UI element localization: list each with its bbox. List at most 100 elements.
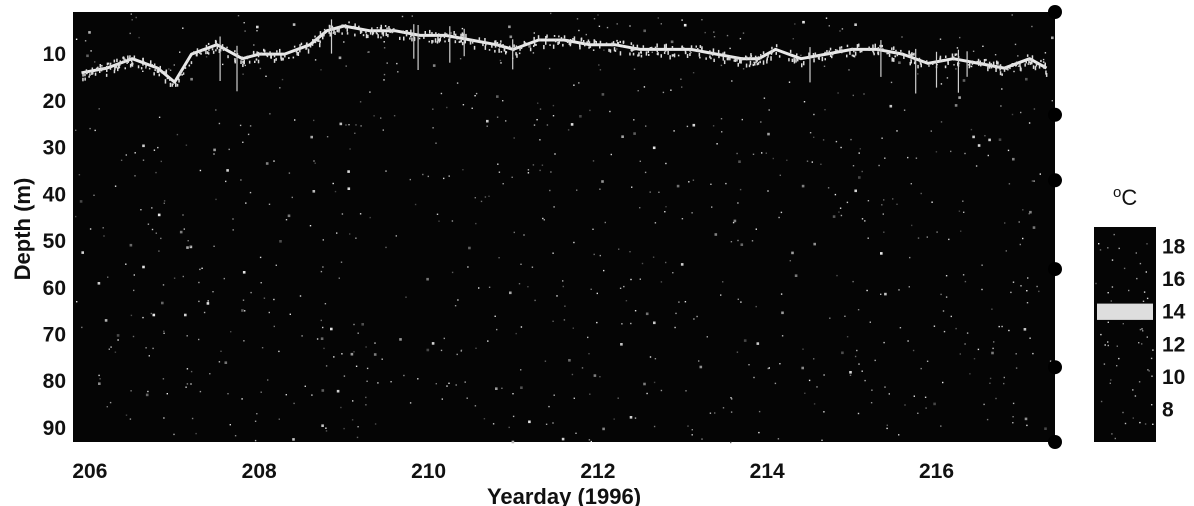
noise-speckle xyxy=(1027,277,1029,279)
noise-speckle xyxy=(813,113,815,116)
noise-speckle xyxy=(311,394,313,396)
noise-speckle xyxy=(629,25,631,27)
isotherm-fuzz-dot xyxy=(859,50,861,53)
isotherm-fuzz-dot xyxy=(770,51,773,55)
isotherm-fuzz-dot xyxy=(908,50,910,55)
noise-speckle xyxy=(462,169,464,171)
noise-speckle xyxy=(714,412,716,414)
noise-speckle xyxy=(184,313,187,317)
noise-speckle xyxy=(964,280,967,283)
isotherm-fuzz-dot xyxy=(423,34,425,39)
noise-speckle xyxy=(244,64,246,67)
noise-speckle xyxy=(518,283,521,285)
colorbar-speckle-dot xyxy=(1139,421,1141,424)
noise-speckle xyxy=(991,308,993,310)
colorbar-speckle-dot xyxy=(1116,345,1118,347)
noise-speckle xyxy=(265,75,267,77)
isotherm-fuzz-dot xyxy=(109,64,112,69)
noise-speckle xyxy=(1007,149,1010,152)
noise-speckle xyxy=(511,176,513,178)
noise-speckle xyxy=(1005,250,1007,252)
isotherm-fuzz-dot xyxy=(608,48,610,52)
isotherm-fuzz-dot xyxy=(323,28,326,31)
isotherm-fuzz-dot xyxy=(461,42,464,46)
sensor-marker xyxy=(1048,5,1062,19)
noise-speckle xyxy=(176,133,179,136)
isotherm-fuzz-dot xyxy=(402,30,404,34)
noise-speckle xyxy=(736,351,739,353)
isotherm-fuzz-dot xyxy=(539,39,541,42)
noise-speckle xyxy=(593,18,596,20)
isotherm-fuzz-dot xyxy=(1042,61,1045,63)
noise-speckle xyxy=(609,110,611,113)
isotherm-fuzz-dot xyxy=(634,47,636,51)
noise-speckle xyxy=(242,299,245,301)
noise-speckle xyxy=(195,432,197,435)
isotherm-fuzz-dot xyxy=(682,47,685,49)
isotherm-fuzz-dot xyxy=(1038,64,1041,69)
colorbar-speckle-dot xyxy=(1110,300,1112,302)
colorbar-speckle-dot xyxy=(1136,277,1138,280)
noise-speckle xyxy=(116,334,120,337)
noise-speckle xyxy=(520,326,523,328)
isotherm-fuzz-dot xyxy=(739,59,742,64)
isotherm-fuzz-dot xyxy=(684,52,687,55)
isotherm-fuzz-dot xyxy=(985,58,987,61)
noise-speckle xyxy=(129,243,133,247)
isotherm-fuzz-dot xyxy=(205,50,207,55)
noise-speckle xyxy=(562,280,564,282)
isotherm-fuzz-dot xyxy=(824,58,826,61)
isotherm-fuzz-dot xyxy=(1044,62,1046,68)
isotherm-fuzz-dot xyxy=(82,72,84,77)
noise-speckle xyxy=(977,144,981,147)
noise-speckle xyxy=(456,82,459,84)
isotherm-fuzz-dot xyxy=(795,58,797,63)
noise-speckle xyxy=(1029,210,1032,214)
isotherm-fuzz-dot xyxy=(686,54,689,58)
isotherm-fuzz-dot xyxy=(153,72,155,76)
isotherm-fuzz-dot xyxy=(942,59,944,62)
noise-speckle xyxy=(163,417,165,419)
isotherm-fuzz-dot xyxy=(148,67,151,70)
isotherm-fuzz-dot xyxy=(341,32,343,35)
noise-speckle xyxy=(520,263,522,265)
isotherm-fuzz-dot xyxy=(877,51,879,55)
noise-speckle xyxy=(81,251,84,254)
isotherm-fuzz-dot xyxy=(346,32,349,35)
isotherm-fuzz-dot xyxy=(445,33,448,37)
noise-speckle xyxy=(285,219,288,221)
noise-speckle xyxy=(857,412,860,415)
noise-speckle xyxy=(730,397,732,399)
noise-speckle xyxy=(714,233,718,236)
noise-speckle xyxy=(241,309,244,312)
isotherm-fuzz-dot xyxy=(609,49,612,53)
plot-area xyxy=(73,5,1062,449)
isotherm-fuzz-dot xyxy=(560,37,563,41)
noise-speckle xyxy=(858,152,860,154)
noise-speckle xyxy=(495,387,498,390)
isotherm-fuzz-dot xyxy=(256,51,258,54)
isotherm-fuzz-dot xyxy=(637,54,639,57)
noise-speckle xyxy=(660,389,663,392)
noise-speckle xyxy=(840,214,843,217)
isotherm-fuzz-dot xyxy=(766,57,768,61)
isotherm-fuzz-dot xyxy=(887,51,890,55)
isotherm-fuzz-dot xyxy=(418,37,421,40)
noise-speckle xyxy=(994,54,997,56)
isotherm-fuzz-dot xyxy=(723,60,726,65)
noise-speckle xyxy=(898,434,900,436)
isotherm-fuzz-dot xyxy=(968,63,971,68)
y-tick-label: 90 xyxy=(43,417,66,440)
isotherm-fuzz-dot xyxy=(109,62,112,65)
isotherm-fuzz-dot xyxy=(872,51,875,54)
noise-speckle xyxy=(911,224,913,227)
isotherm-fuzz-dot xyxy=(746,56,748,61)
isotherm-fuzz-dot xyxy=(1040,59,1042,63)
noise-speckle xyxy=(652,256,655,258)
isotherm-fuzz-dot xyxy=(812,53,815,56)
isotherm-fuzz-dot xyxy=(101,64,103,67)
isotherm-fuzz-dot xyxy=(469,40,472,45)
y-tick-label: 10 xyxy=(43,43,66,66)
isotherm-fuzz-dot xyxy=(122,56,125,60)
noise-speckle xyxy=(590,440,592,443)
